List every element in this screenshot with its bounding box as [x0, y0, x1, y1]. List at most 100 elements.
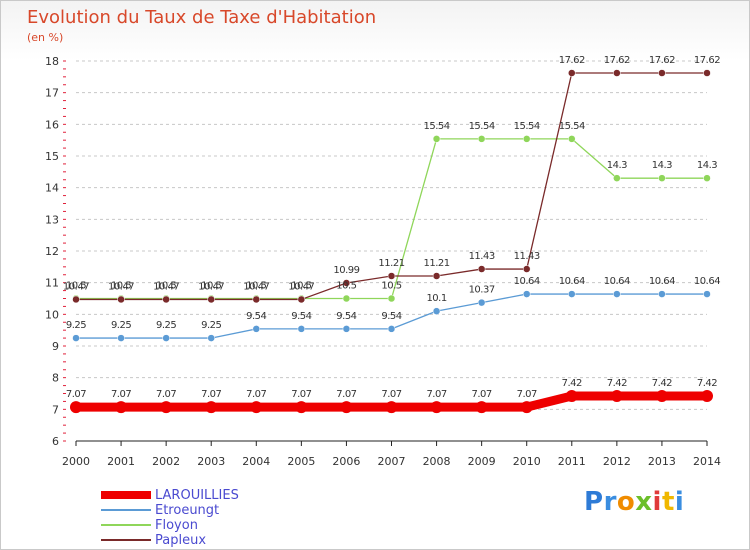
data-point-larouillies	[205, 401, 218, 414]
data-label-papleux: 10.47	[108, 281, 134, 292]
data-label-floyon: 14.3	[607, 160, 627, 171]
data-label-etroeungt: 9.25	[111, 320, 131, 331]
data-point-etroeungt	[252, 325, 261, 333]
legend-swatch-papleux	[101, 539, 151, 541]
data-point-larouillies	[655, 390, 668, 403]
x-tick-label: 2012	[603, 455, 631, 468]
data-label-papleux: 17.62	[559, 55, 585, 66]
data-label-larouillies: 7.07	[201, 389, 221, 400]
data-label-larouillies: 7.42	[652, 378, 672, 389]
y-tick-label: 13	[45, 213, 59, 226]
data-point-etroeungt	[432, 307, 441, 315]
data-label-papleux: 17.62	[604, 55, 630, 66]
data-point-papleux	[387, 272, 396, 280]
data-point-papleux	[207, 295, 215, 304]
data-label-papleux: 11.43	[514, 251, 540, 262]
data-point-papleux	[658, 69, 666, 77]
data-point-papleux	[117, 295, 125, 304]
data-label-etroeungt: 9.54	[381, 311, 401, 322]
data-point-larouillies	[475, 401, 488, 414]
data-point-papleux	[432, 272, 441, 280]
data-label-floyon: 10.5	[246, 281, 266, 292]
data-point-floyon	[342, 294, 351, 303]
data-label-etroeungt: 10.64	[514, 276, 540, 287]
data-label-etroeungt: 9.25	[201, 320, 221, 331]
y-tick-label: 16	[45, 118, 59, 131]
data-point-larouillies	[520, 401, 533, 414]
data-label-floyon: 10.5	[336, 281, 356, 292]
y-tick-label: 10	[45, 308, 59, 321]
data-label-larouillies: 7.07	[156, 389, 176, 400]
data-point-larouillies	[565, 390, 578, 403]
data-point-larouillies	[115, 401, 128, 414]
data-point-papleux	[72, 295, 80, 304]
data-label-etroeungt: 10.1	[426, 293, 446, 304]
data-label-papleux: 10.47	[153, 281, 179, 292]
data-label-floyon: 14.3	[697, 160, 717, 171]
chart-title: Evolution du Taux de Taxe d'Habitation	[27, 7, 377, 28]
legend-label-etroeungt: Etroeungt	[155, 503, 220, 518]
logo-letter: o	[616, 487, 636, 517]
x-tick-label: 2014	[693, 455, 721, 468]
data-point-floyon	[387, 294, 396, 303]
data-label-etroeungt: 10.64	[604, 276, 630, 287]
data-point-larouillies	[701, 390, 713, 403]
x-tick-label: 2008	[423, 455, 451, 468]
data-point-papleux	[342, 279, 351, 287]
data-point-etroeungt	[613, 290, 621, 298]
data-point-larouillies	[340, 401, 353, 414]
data-point-floyon	[613, 174, 621, 182]
data-label-floyon: 10.5	[156, 281, 176, 292]
data-label-layer: 7.07 7.07 7.07 7.07 7.07 7.07 7.07 7.07 7.07 7.07…	[63, 55, 721, 400]
logo-letter: r	[603, 487, 617, 517]
data-point-etroeungt	[162, 334, 170, 342]
data-point-larouillies	[385, 401, 398, 414]
unit-label: (en %)	[27, 31, 64, 44]
data-label-etroeungt: 9.25	[156, 320, 176, 331]
legend-label-floyon: Floyon	[155, 518, 198, 533]
data-point-larouillies	[250, 401, 263, 414]
x-tick-label: 2002	[152, 455, 180, 468]
y-tick-label: 17	[45, 87, 59, 100]
data-point-papleux	[252, 295, 261, 304]
data-point-papleux	[568, 69, 576, 77]
data-point-etroeungt	[117, 334, 125, 342]
data-label-papleux: 10.99	[333, 265, 359, 276]
data-point-etroeungt	[477, 298, 486, 307]
data-point-papleux	[297, 295, 306, 304]
data-point-etroeungt	[342, 325, 351, 333]
data-point-larouillies	[160, 401, 173, 414]
data-label-papleux: 11.21	[424, 258, 450, 269]
data-point-floyon	[477, 135, 486, 143]
x-tick-label: 2004	[242, 455, 270, 468]
x-tick-label: 2013	[648, 455, 676, 468]
y-tick-label: 15	[45, 150, 59, 163]
axis-layer: 6 7 8 9 10 11 12 13 14 15 16 17 18 2000 2001 2002 2003 20…	[45, 55, 721, 468]
data-label-larouillies: 7.07	[381, 389, 401, 400]
data-point-larouillies	[295, 401, 308, 414]
data-label-papleux: 10.47	[63, 281, 89, 292]
data-label-floyon: 10.5	[381, 281, 401, 292]
proxiti-logo: Proxiti	[584, 487, 684, 517]
data-label-etroeungt: 10.64	[559, 276, 585, 287]
data-point-larouillies	[70, 401, 82, 414]
data-point-floyon	[568, 135, 576, 143]
data-label-floyon: 15.54	[514, 121, 540, 132]
legend-label-larouillies: LAROUILLIES	[155, 488, 239, 503]
y-tick-label: 11	[45, 277, 59, 290]
data-point-floyon	[432, 135, 441, 143]
x-tick-label: 2011	[558, 455, 586, 468]
logo-letter: t	[661, 487, 675, 517]
data-label-larouillies: 7.42	[697, 378, 717, 389]
data-label-floyon: 10.5	[111, 281, 131, 292]
data-point-etroeungt	[387, 325, 396, 333]
data-label-floyon: 15.54	[469, 121, 495, 132]
data-label-larouillies: 7.07	[246, 389, 266, 400]
data-label-larouillies: 7.42	[562, 378, 582, 389]
data-label-etroeungt: 10.64	[694, 276, 720, 287]
data-point-papleux	[477, 265, 486, 273]
data-point-etroeungt	[703, 290, 711, 298]
y-tick-label: 14	[45, 182, 59, 195]
data-label-larouillies: 7.42	[607, 378, 627, 389]
